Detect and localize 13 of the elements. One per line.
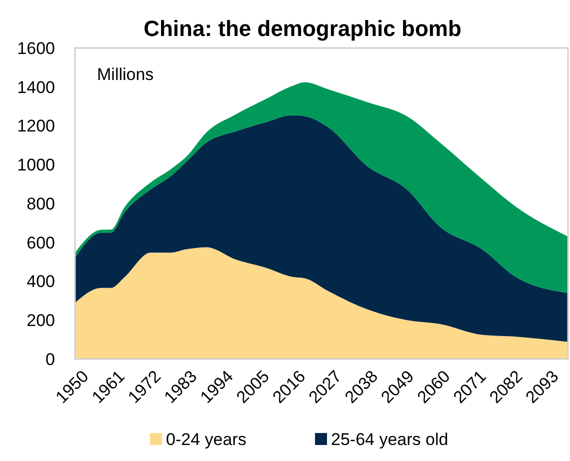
- y-tick-label: 1400: [17, 78, 55, 97]
- y-tick-label: 1600: [17, 38, 55, 58]
- y-tick-label: 800: [26, 194, 55, 214]
- y-tick-label: 400: [26, 272, 55, 292]
- y-tick-label: 1200: [17, 116, 55, 136]
- annotation: Millions: [97, 65, 154, 84]
- y-tick-label: 0: [46, 350, 55, 369]
- y-tick-label: 600: [26, 233, 55, 252]
- chart-title: China: the demographic bomb: [144, 16, 462, 41]
- y-tick-label: 1000: [17, 156, 55, 175]
- y-tick-label: 200: [26, 311, 55, 330]
- legend-label: 25-64 years old: [331, 430, 448, 449]
- legend-label: 0-24 years: [166, 430, 246, 449]
